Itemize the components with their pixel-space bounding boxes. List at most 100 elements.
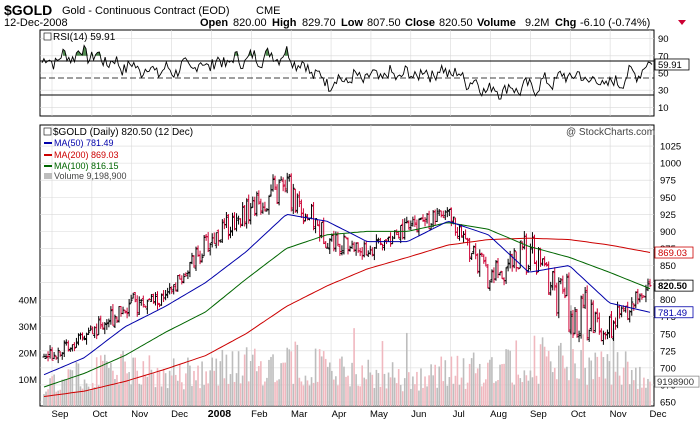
change-label: Chg: [555, 17, 576, 29]
volume-bar: [235, 373, 238, 406]
volume-bar: [369, 372, 372, 406]
volume-bar: [539, 344, 542, 406]
volume-bar: [363, 377, 366, 406]
rsi-badge-box: [654, 58, 690, 71]
volume-bar: [468, 363, 471, 406]
volume-bar: [460, 377, 463, 406]
volume-bar: [485, 379, 487, 406]
volume-bar: [568, 380, 570, 406]
volume-bar: [213, 370, 216, 406]
rsi-tick-label: 90: [658, 34, 669, 45]
month-tick-label: Feb: [251, 409, 267, 420]
volume-bar: [454, 375, 457, 406]
volume-bar: [253, 348, 256, 406]
volume-bar: [499, 364, 501, 406]
volume-bar: [399, 384, 402, 406]
volume-tick-label: 40M: [19, 296, 38, 307]
rsi-badge-value: 59.91: [658, 60, 682, 71]
volume-bar: [120, 354, 122, 406]
volume-bar: [480, 386, 483, 406]
price-legend: $GOLD (Daily) 820.50 (12 Dec) MA(50) 781…: [43, 127, 193, 181]
volume-bar: [523, 370, 526, 406]
volume-badge-box: [654, 375, 700, 388]
volume-axis: 10M 20M 30M 40M: [19, 296, 38, 387]
volume-bar: [408, 372, 410, 406]
volume-bar: [515, 340, 518, 406]
volume-bar: [306, 380, 309, 406]
volume-badge: 9198900: [654, 375, 700, 388]
volume-bar: [134, 357, 137, 406]
volume-bar: [128, 372, 130, 406]
volume-bar: [580, 349, 582, 406]
open-label: Open: [200, 17, 228, 29]
volume-bar: [586, 385, 588, 406]
volume-bar: [205, 371, 207, 406]
volume-bar: [308, 385, 311, 406]
volume-bar: [367, 359, 370, 406]
volume-bar: [647, 378, 649, 406]
volume-bar: [450, 356, 453, 406]
rsi-tick-label: 70: [658, 51, 669, 62]
volume-bar: [47, 389, 49, 406]
volume-bar: [422, 387, 424, 406]
volume-bar: [483, 382, 485, 406]
volume-bar: [513, 384, 516, 406]
rsi-tick-label: 50: [658, 69, 669, 80]
ma200-line: [43, 237, 651, 397]
volume-bar: [71, 370, 74, 406]
volume-bar: [243, 354, 246, 406]
volume-bar: [428, 375, 430, 406]
volume-bar: [511, 382, 513, 406]
chart-header: $GOLD Gold - Continuous Contract (EOD) C…: [4, 2, 686, 29]
volume-bar: [616, 352, 619, 406]
volume-bar: [191, 386, 193, 406]
volume-bar: [578, 378, 580, 406]
volume-tick-label: 30M: [19, 322, 38, 333]
month-tick-label: Aug: [490, 409, 507, 420]
volume-bar: [112, 370, 114, 406]
volume-bar: [160, 386, 163, 406]
volume-bar: [178, 364, 181, 406]
volume-bar: [69, 369, 72, 406]
volume-bar: [197, 365, 199, 406]
volume-bar: [229, 374, 232, 406]
volume-bar: [150, 369, 153, 406]
volume-bar: [493, 382, 495, 406]
rsi-line: [41, 44, 653, 100]
exchange-label: CME: [256, 5, 280, 17]
volume-bar: [509, 350, 511, 406]
high-value: 829.70: [302, 17, 336, 29]
volume-bar: [391, 362, 394, 406]
volume-bar: [584, 367, 586, 406]
volume-bar: [608, 361, 611, 406]
volume-bar: [645, 387, 647, 406]
volume-bar: [535, 375, 538, 406]
rsi-legend-swatch: [43, 32, 52, 41]
volume-bar: [641, 387, 643, 406]
volume-bar: [298, 377, 301, 406]
volume-bar: [383, 373, 386, 406]
volume-bar: [537, 383, 540, 406]
volume-bar: [442, 381, 445, 406]
volume-bar: [487, 362, 489, 406]
volume-bar: [335, 376, 337, 406]
open-value: 820.00: [233, 17, 267, 29]
volume-bar: [620, 384, 623, 406]
change-down-arrow-icon: [678, 20, 686, 25]
volume-bar: [280, 363, 282, 406]
volume-bar: [95, 357, 98, 406]
volume-bars: [43, 305, 651, 406]
volume-bar: [203, 385, 205, 406]
volume-bar: [379, 386, 382, 406]
volume-bar: [290, 351, 293, 406]
month-tick-label: Jun: [411, 409, 426, 420]
volume-bar: [570, 305, 572, 406]
price-tick-label: 950: [660, 193, 676, 204]
rsi-axis: 10 30 50 70 90: [658, 34, 669, 114]
volume-bar: [424, 376, 426, 406]
volume-bar: [543, 346, 546, 406]
volume-bar: [545, 356, 548, 406]
volume-bar: [412, 376, 414, 406]
volume-bar: [353, 328, 355, 406]
volume-bar: [339, 358, 341, 406]
